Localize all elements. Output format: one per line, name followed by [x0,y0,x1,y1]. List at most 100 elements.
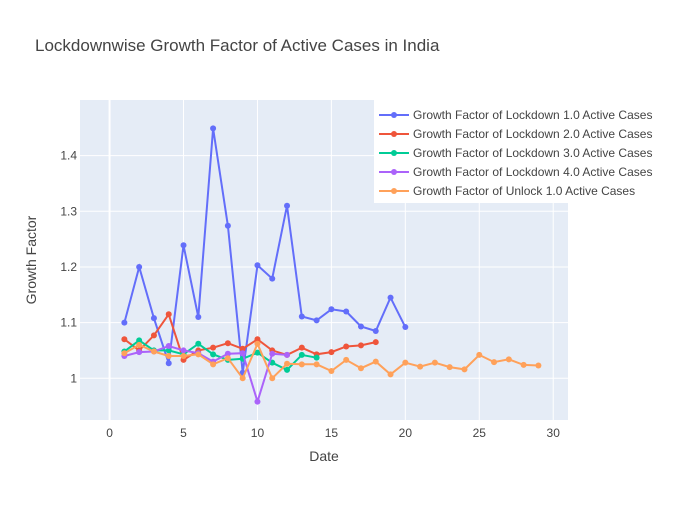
data-point[interactable] [417,363,424,370]
data-point[interactable] [284,366,291,373]
data-point[interactable] [328,306,335,313]
data-point[interactable] [387,294,394,301]
legend-label: Growth Factor of Lockdown 4.0 Active Cas… [413,165,652,179]
data-point[interactable] [254,349,261,356]
data-point[interactable] [269,350,276,357]
y-tick-label: 1 [70,371,77,385]
data-point[interactable] [343,343,350,350]
y-tick-label: 1.2 [60,260,77,274]
data-point[interactable] [210,125,217,132]
x-tick-label: 30 [547,426,561,440]
data-point[interactable] [446,364,453,371]
data-point[interactable] [136,349,143,356]
data-point[interactable] [343,356,350,363]
data-point[interactable] [121,319,128,326]
data-point[interactable] [328,349,335,356]
data-point[interactable] [402,324,409,331]
data-point[interactable] [254,340,261,347]
data-point[interactable] [239,375,246,382]
data-point[interactable] [224,355,231,362]
tick-layer: 0 5 10 15 20 25 30 1 1.1 1.2 1.3 1.4 [60,149,560,440]
data-point[interactable] [298,313,305,320]
x-tick-label: 0 [106,426,113,440]
legend-item[interactable]: Growth Factor of Unlock 1.0 Active Cases [379,184,635,198]
data-point[interactable] [224,340,231,347]
data-point[interactable] [195,340,202,347]
legend[interactable]: Growth Factor of Lockdown 1.0 Active Cas… [374,100,682,203]
legend-item[interactable]: Growth Factor of Lockdown 3.0 Active Cas… [379,146,652,160]
data-point[interactable] [195,351,202,358]
legend-item[interactable]: Growth Factor of Lockdown 4.0 Active Cas… [379,165,652,179]
data-point[interactable] [254,398,261,405]
data-point[interactable] [150,348,157,355]
data-point[interactable] [210,361,217,368]
chart-title: Lockdownwise Growth Factor of Active Cas… [35,36,440,55]
data-point[interactable] [239,345,246,352]
data-point[interactable] [224,350,231,357]
legend-items: Growth Factor of Lockdown 1.0 Active Cas… [379,108,652,198]
data-point[interactable] [505,356,512,363]
x-tick-label: 10 [251,426,265,440]
data-point[interactable] [431,359,438,366]
data-point[interactable] [491,359,498,366]
data-point[interactable] [136,341,143,348]
data-point[interactable] [387,371,394,378]
data-point[interactable] [254,262,261,269]
data-point[interactable] [210,351,217,358]
data-point[interactable] [121,350,128,357]
data-point[interactable] [165,311,172,318]
data-point[interactable] [461,366,468,373]
data-point[interactable] [535,362,542,369]
data-point[interactable] [210,344,217,351]
y-tick-label: 1.3 [60,204,77,218]
data-point[interactable] [165,360,172,367]
data-point[interactable] [224,222,231,229]
legend-swatch-marker [391,150,397,156]
data-point[interactable] [239,350,246,357]
data-point[interactable] [298,344,305,351]
data-point[interactable] [165,342,172,349]
data-point[interactable] [372,358,379,365]
data-point[interactable] [402,359,409,366]
series-5 [121,340,542,382]
data-point[interactable] [180,347,187,354]
data-point[interactable] [136,337,143,344]
data-point[interactable] [476,351,483,358]
data-point[interactable] [284,360,291,367]
data-point[interactable] [357,323,364,330]
data-point[interactable] [121,336,128,343]
data-point[interactable] [269,275,276,282]
legend-item[interactable]: Growth Factor of Lockdown 2.0 Active Cas… [379,127,652,141]
data-point[interactable] [372,339,379,346]
data-point[interactable] [343,308,350,315]
series-1 [121,125,409,376]
data-point[interactable] [165,353,172,359]
data-point[interactable] [372,327,379,334]
data-point[interactable] [328,368,335,375]
data-point[interactable] [284,202,291,209]
legend-swatch-marker [391,112,397,118]
data-point[interactable] [165,347,172,354]
data-point[interactable] [136,263,143,270]
data-point[interactable] [357,365,364,372]
data-point[interactable] [150,315,157,322]
data-point[interactable] [284,351,291,358]
series-line [123,128,407,373]
data-point[interactable] [520,361,527,368]
data-point[interactable] [313,354,320,361]
data-point[interactable] [180,242,187,249]
data-point[interactable] [269,375,276,382]
data-point[interactable] [298,361,305,368]
data-point[interactable] [298,351,305,358]
data-point[interactable] [195,314,202,321]
legend-background [374,100,682,203]
data-point[interactable] [357,342,364,349]
legend-item[interactable]: Growth Factor of Lockdown 1.0 Active Cas… [379,108,652,122]
data-point[interactable] [180,353,187,359]
data-point[interactable] [313,317,320,324]
legend-swatch-marker [391,188,397,194]
data-point[interactable] [313,361,320,368]
data-point[interactable] [150,332,157,339]
data-point[interactable] [254,336,261,343]
